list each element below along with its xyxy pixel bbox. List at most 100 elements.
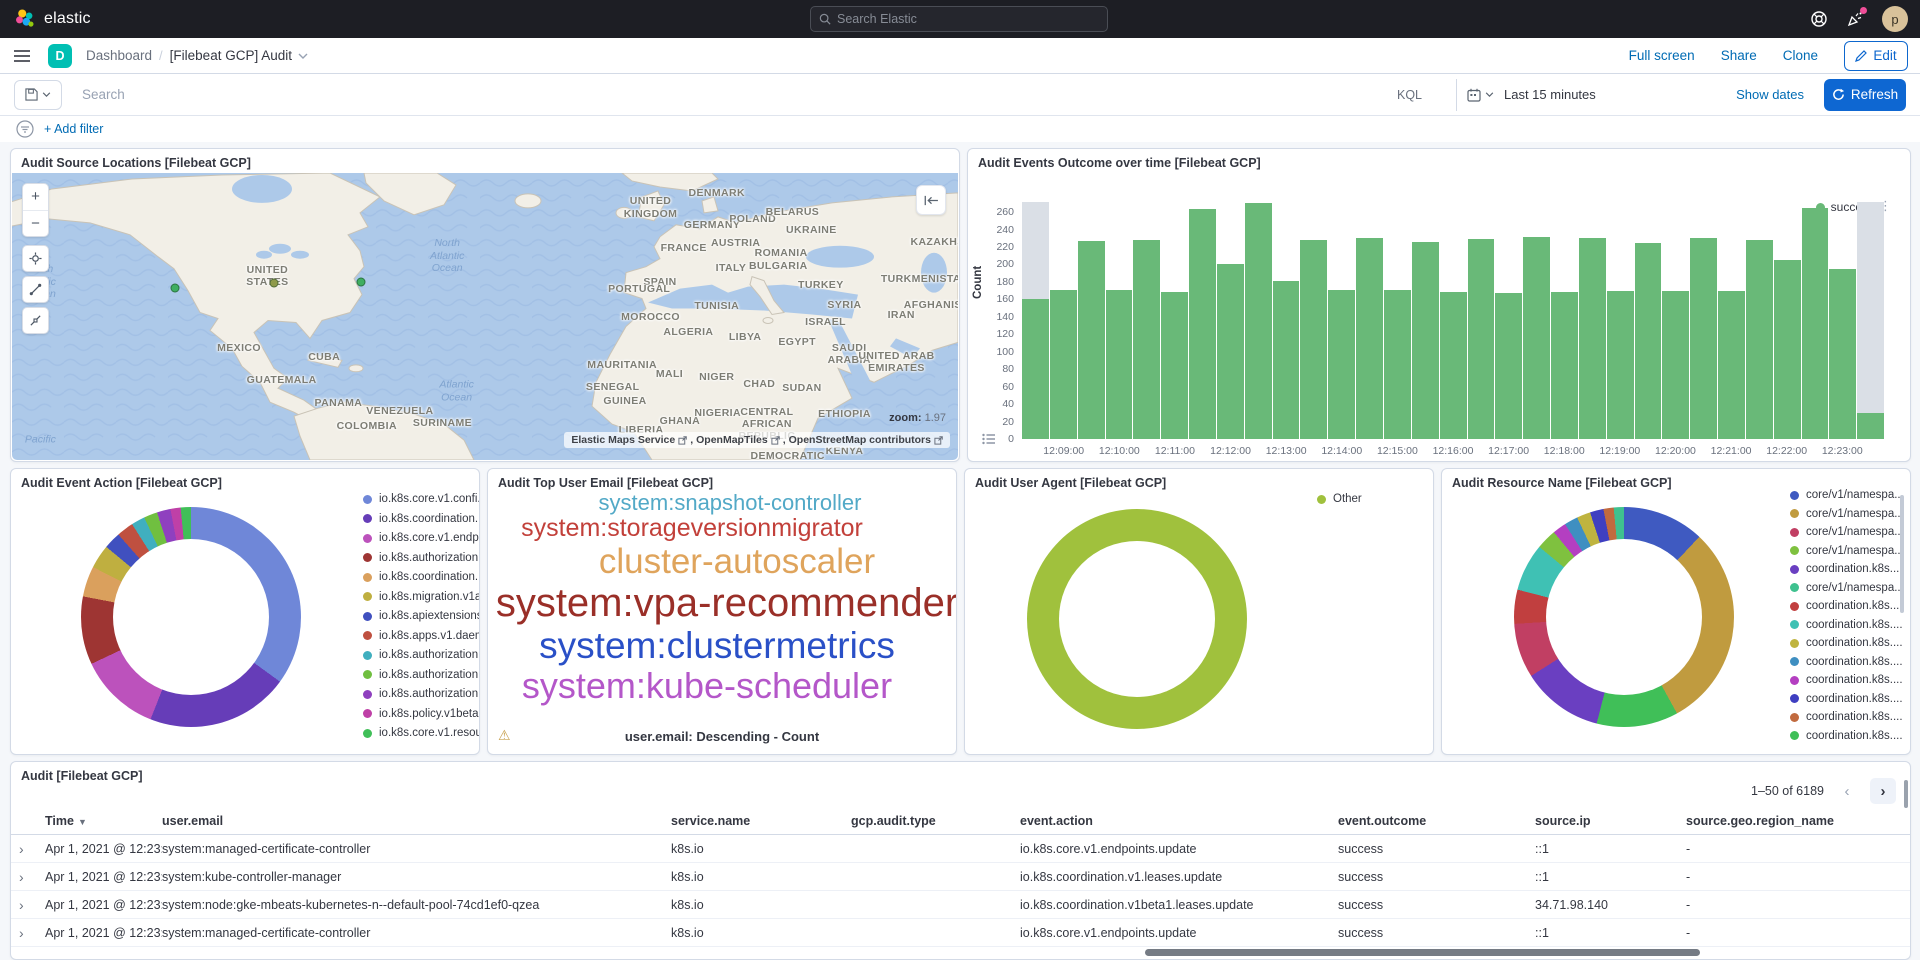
header-event-action[interactable]: event.action [1020,814,1338,828]
header-user-email[interactable]: user.email [162,814,671,828]
legend-item[interactable]: core/v1/namespa... [1790,545,1904,557]
user-agent-donut-chart[interactable] [1027,509,1247,729]
map-attribution-link[interactable]: OpenStreetMap contributors [789,434,931,446]
histogram-bar[interactable] [1412,199,1439,439]
add-filter-button[interactable]: + Add filter [44,122,103,136]
map-attribution-link[interactable]: Elastic Maps Service [571,434,675,446]
map-fit-data-button[interactable] [22,245,49,272]
legend-item[interactable]: coordination.k8s.... [1790,563,1904,575]
histogram-bar[interactable] [1829,199,1856,439]
row-expand-button[interactable]: › [19,897,45,913]
tagcloud-word[interactable]: system:clustermetrics [539,626,895,666]
histogram-bar[interactable] [1746,199,1773,439]
tagcloud-word[interactable]: cluster-autoscaler [599,543,875,581]
breadcrumb-dashboard[interactable]: Dashboard [86,48,152,63]
tagcloud-word[interactable]: system:vpa-recommender [496,582,957,625]
histogram-bar[interactable] [1273,199,1300,439]
chevron-down-icon[interactable] [298,53,308,59]
histogram-bar[interactable] [1384,199,1411,439]
map-data-point[interactable] [270,279,279,288]
histogram-bar[interactable] [1774,199,1801,439]
row-expand-button[interactable]: › [19,841,45,857]
legend-item[interactable]: coordination.k8s.... [1790,656,1904,668]
kql-toggle[interactable]: KQL [1397,88,1436,102]
show-dates-button[interactable]: Show dates [1736,87,1814,102]
row-expand-button[interactable]: › [19,925,45,941]
legend-item[interactable]: core/v1/namespa... [1790,508,1904,520]
map-measure-button[interactable] [22,276,49,303]
header-event-outcome[interactable]: event.outcome [1338,814,1535,828]
header-source-ip[interactable]: source.ip [1535,814,1686,828]
elastic-logo-icon[interactable] [14,8,36,30]
histogram-bar[interactable] [1495,199,1522,439]
table-scrollbar[interactable] [1904,780,1908,808]
legend-item[interactable]: io.k8s.core.v1.endp... [363,532,480,544]
histogram-bar[interactable] [1440,199,1467,439]
histogram-bar[interactable] [1718,199,1745,439]
global-search-input[interactable]: Search Elastic [810,6,1108,32]
histogram-bar[interactable] [1161,199,1188,439]
time-range-value[interactable]: Last 15 minutes [1504,87,1596,102]
query-search-input[interactable]: Search KQL [72,80,1446,110]
map-data-point[interactable] [357,278,366,287]
horizontal-scrollbar[interactable] [1145,949,1700,956]
legend-item[interactable]: core/v1/namespa... [1790,582,1904,594]
legend-item[interactable]: io.k8s.authorization.... [363,649,480,661]
filter-menu-icon[interactable] [16,120,34,138]
map-data-point[interactable] [170,283,179,292]
histogram-bar[interactable] [1635,199,1662,439]
menu-hamburger-icon[interactable] [14,49,30,63]
histogram-bar[interactable] [1662,199,1689,439]
legend-item[interactable]: io.k8s.apiextensions... [363,610,480,622]
tagcloud-word[interactable]: system:storageversionmigrator [521,515,863,542]
legend-item[interactable]: coordination.k8s.... [1790,711,1904,723]
legend-item[interactable]: coordination.k8s.... [1790,619,1904,631]
histogram-bar[interactable] [1133,199,1160,439]
space-badge[interactable]: D [48,44,72,68]
newsfeed-icon[interactable] [1846,10,1864,28]
map-attribution-link[interactable]: OpenMapTiles [696,434,768,446]
legend-item[interactable]: io.k8s.coordination.... [363,513,480,525]
histogram-bar[interactable] [1579,199,1606,439]
calendar-menu-button[interactable] [1467,88,1494,102]
histogram-bar[interactable] [1078,199,1105,439]
refresh-button[interactable]: Refresh [1824,79,1906,111]
histogram-bar[interactable] [1356,199,1383,439]
legend-item[interactable]: io.k8s.policy.v1beta... [363,708,480,720]
legend-item[interactable]: io.k8s.migration.v1al... [363,591,480,603]
histogram-bar[interactable] [1050,199,1077,439]
share-button[interactable]: Share [1721,48,1757,63]
histogram-bar[interactable] [1189,199,1216,439]
user-avatar[interactable]: p [1882,6,1908,32]
legend-item[interactable]: io.k8s.apps.v1.daem... [363,630,480,642]
resource-name-donut-chart[interactable] [1514,507,1734,727]
histogram-bar[interactable] [1802,199,1829,439]
legend-item[interactable]: coordination.k8s.... [1790,730,1904,742]
histogram-bar[interactable] [1607,199,1634,439]
legend-item[interactable]: core/v1/namespa... [1790,526,1904,538]
histogram-bar[interactable] [1328,199,1355,439]
map-tools-button[interactable] [22,307,49,334]
world-map[interactable]: UNITEDSTATESMEXICOCUBAGUATEMALAPANAMACOL… [12,173,958,460]
legend-toggle-icon[interactable] [982,433,996,445]
warning-icon[interactable]: ⚠ [498,727,511,744]
histogram-bar[interactable] [1217,199,1244,439]
histogram-bar[interactable] [1551,199,1578,439]
legend-item[interactable]: io.k8s.core.v1.confi... [363,493,480,505]
full-screen-button[interactable]: Full screen [1629,48,1695,63]
legend-item[interactable]: io.k8s.authorization.... [363,669,480,681]
legend-item[interactable]: Other [1317,493,1362,505]
map-zoom-in-button[interactable]: + [23,184,48,211]
legend-item[interactable]: io.k8s.core.v1.resou... [363,727,480,739]
tagcloud-word[interactable]: system:snapshot-controller [599,491,862,515]
tagcloud-word[interactable]: system:kube-scheduler [522,667,892,706]
histogram-bar[interactable] [1468,199,1495,439]
legend-item[interactable]: core/v1/namespa... [1790,489,1904,501]
legend-item[interactable]: coordination.k8s.... [1790,674,1904,686]
saved-query-menu-button[interactable] [14,80,62,110]
histogram-bar[interactable] [1022,199,1049,439]
legend-scrollbar[interactable] [1900,495,1904,613]
histogram-bar[interactable] [1523,199,1550,439]
legend-item[interactable]: io.k8s.authorization.... [363,688,480,700]
map-legend-collapse-button[interactable] [916,185,946,215]
